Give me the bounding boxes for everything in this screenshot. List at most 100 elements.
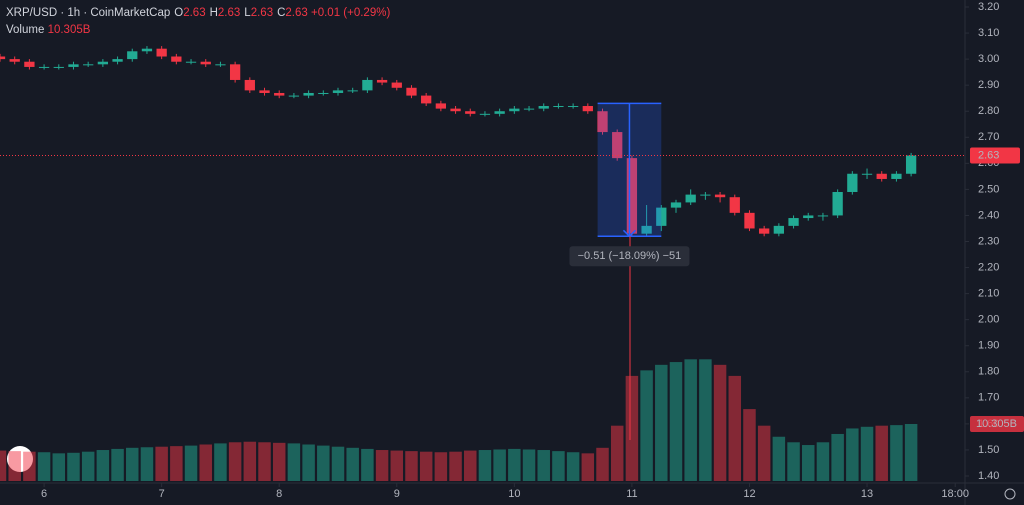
ohlc-value: 2.63 (217, 7, 241, 19)
y-tick-label: 1.90 (978, 340, 999, 352)
volume-bar (596, 447, 609, 481)
volume-bar (875, 425, 888, 481)
candle-body (141, 48, 153, 52)
y-tick-label: 3.10 (978, 27, 999, 39)
y-tick-label: 1.70 (978, 392, 999, 404)
candle-body (332, 90, 344, 93)
candle-body (597, 111, 608, 133)
candle-body (38, 66, 50, 68)
candle-body (582, 106, 593, 112)
candle-body (509, 108, 520, 112)
ohlc-key: C (277, 7, 286, 19)
volume-bar (522, 449, 536, 481)
candle-body (876, 173, 887, 179)
x-tick-label: 9 (394, 488, 400, 500)
candle-body (817, 215, 829, 217)
volume-bar (846, 428, 859, 481)
candle-body (347, 90, 358, 92)
ohlc-key: O (174, 7, 184, 19)
candle-body (465, 111, 476, 114)
last-price-badge (970, 147, 1020, 164)
volume-badge (970, 415, 1024, 432)
candle-body (68, 64, 79, 67)
volume-bar (419, 451, 433, 481)
volume-bar (302, 444, 315, 481)
y-tick-label: 2.50 (978, 183, 999, 195)
candle-body (612, 132, 623, 159)
ohlc-value: 2.63 (250, 7, 274, 19)
change: +0.01 (+0.29%) (311, 7, 391, 19)
candle-body (288, 95, 300, 97)
volume-bar (23, 451, 36, 481)
volume-bar (802, 445, 815, 481)
volume-bar (8, 451, 21, 481)
volume-row: Volume 10.305B (6, 22, 390, 39)
candle-body (406, 87, 417, 96)
ohlc-value: 2.63 (285, 7, 308, 19)
candle-body (744, 212, 755, 229)
volume-bar (610, 425, 624, 481)
y-tick-label: 3.00 (978, 53, 999, 65)
volume-bar (508, 448, 521, 481)
candle-body (229, 64, 241, 80)
symbol: XRP/USD · 1h · CoinMarketCap (6, 7, 171, 19)
volume-bar (331, 446, 345, 481)
x-tick-label: 11 (626, 488, 637, 500)
candle-body (97, 61, 109, 65)
y-tick-label: 2.20 (978, 261, 999, 273)
candle-body (773, 225, 785, 234)
volume-bar (537, 450, 550, 481)
legend-row: XRP/USD · 1h · CoinMarketCap O2.63 H2.63 L2… (6, 5, 390, 22)
candle-body (274, 92, 285, 96)
volume-bar (699, 359, 712, 481)
y-tick-label: 2.90 (978, 79, 999, 91)
volume-bar (434, 452, 448, 481)
volume-bar (228, 442, 242, 481)
candle-body (523, 108, 535, 110)
measure-label: −0.51 (−18.09%) −51 (578, 250, 682, 262)
x-tick-label: 18:00 (941, 488, 969, 500)
settings-icon[interactable] (1004, 488, 1016, 500)
candle-body (788, 218, 799, 226)
volume-label: Volume (6, 24, 45, 36)
candle-body (905, 155, 917, 174)
candle-body (391, 82, 402, 88)
volume-bar (405, 451, 418, 481)
volume-bar (713, 364, 727, 481)
candle-body (318, 92, 329, 94)
volume-bar (669, 362, 683, 481)
candle-body (714, 194, 726, 198)
volume-bar (52, 453, 66, 481)
y-tick-label: 1.80 (978, 366, 999, 378)
x-tick-label: 13 (861, 488, 873, 500)
volume-bar (743, 409, 756, 481)
candle-body (362, 79, 373, 91)
volume-bar (464, 450, 477, 481)
candle-body (83, 64, 94, 66)
last-price-label: 2.63 (978, 149, 999, 161)
y-tick-label: 2.00 (978, 314, 999, 326)
candle-body (685, 194, 696, 203)
volume-bar (199, 444, 212, 481)
volume-bar (772, 436, 786, 481)
volume-bar (493, 449, 506, 481)
candle-body (803, 215, 814, 219)
candle-body (626, 158, 638, 234)
volume-bar (449, 451, 462, 481)
volume-bar (655, 364, 668, 481)
volume-bar (346, 447, 359, 481)
candle-body (450, 108, 461, 112)
y-tick-label: 1.50 (978, 444, 999, 456)
ohlc-value: 2.63 (183, 7, 206, 19)
volume-bar (126, 447, 139, 481)
candle-body (479, 113, 491, 115)
volume-bar (566, 452, 580, 481)
candle-body (259, 90, 270, 93)
volume-bar (170, 446, 183, 481)
candle-body (200, 61, 211, 65)
ohlc-key: H (209, 7, 218, 19)
volume-bar (37, 452, 51, 481)
measure-label-bg (569, 246, 690, 267)
volume-bar (111, 448, 124, 481)
